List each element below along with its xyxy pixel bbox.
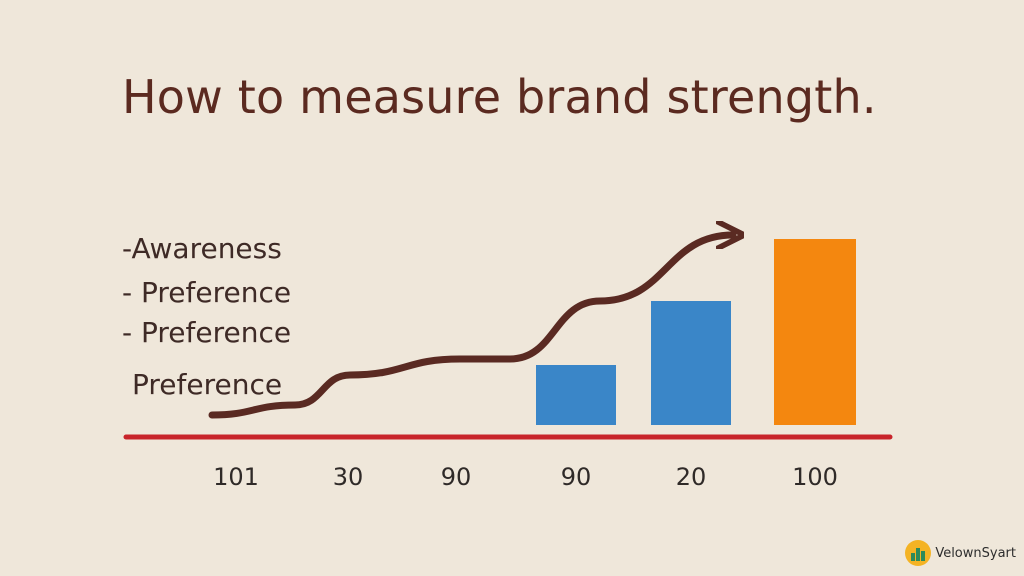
bar-20-1 xyxy=(651,301,731,425)
bar-100-2 xyxy=(774,239,856,425)
x-tick-label-2: 90 xyxy=(441,463,472,491)
trend-line xyxy=(208,235,733,419)
chart-title: How to measure brand strength. xyxy=(122,70,877,124)
legend-entry-preference-2: - Preference xyxy=(122,316,292,349)
logo-icon xyxy=(905,540,932,566)
watermark-text: VelownSyart xyxy=(935,545,1016,561)
x-tick-label-1: 30 xyxy=(333,463,364,491)
x-tick-label-4: 20 xyxy=(676,463,707,491)
legend-entry-awareness: -Awareness xyxy=(122,232,282,265)
x-tick-label-0: 101 xyxy=(213,463,259,491)
watermark: VelownSyart xyxy=(905,540,1016,566)
legend-entry-preference-3: Preference xyxy=(132,368,283,401)
bar-90-0 xyxy=(536,365,616,425)
x-tick-label-5: 100 xyxy=(792,463,838,491)
x-tick-label-3: 90 xyxy=(561,463,592,491)
legend-entry-preference-1: - Preference xyxy=(122,276,292,309)
